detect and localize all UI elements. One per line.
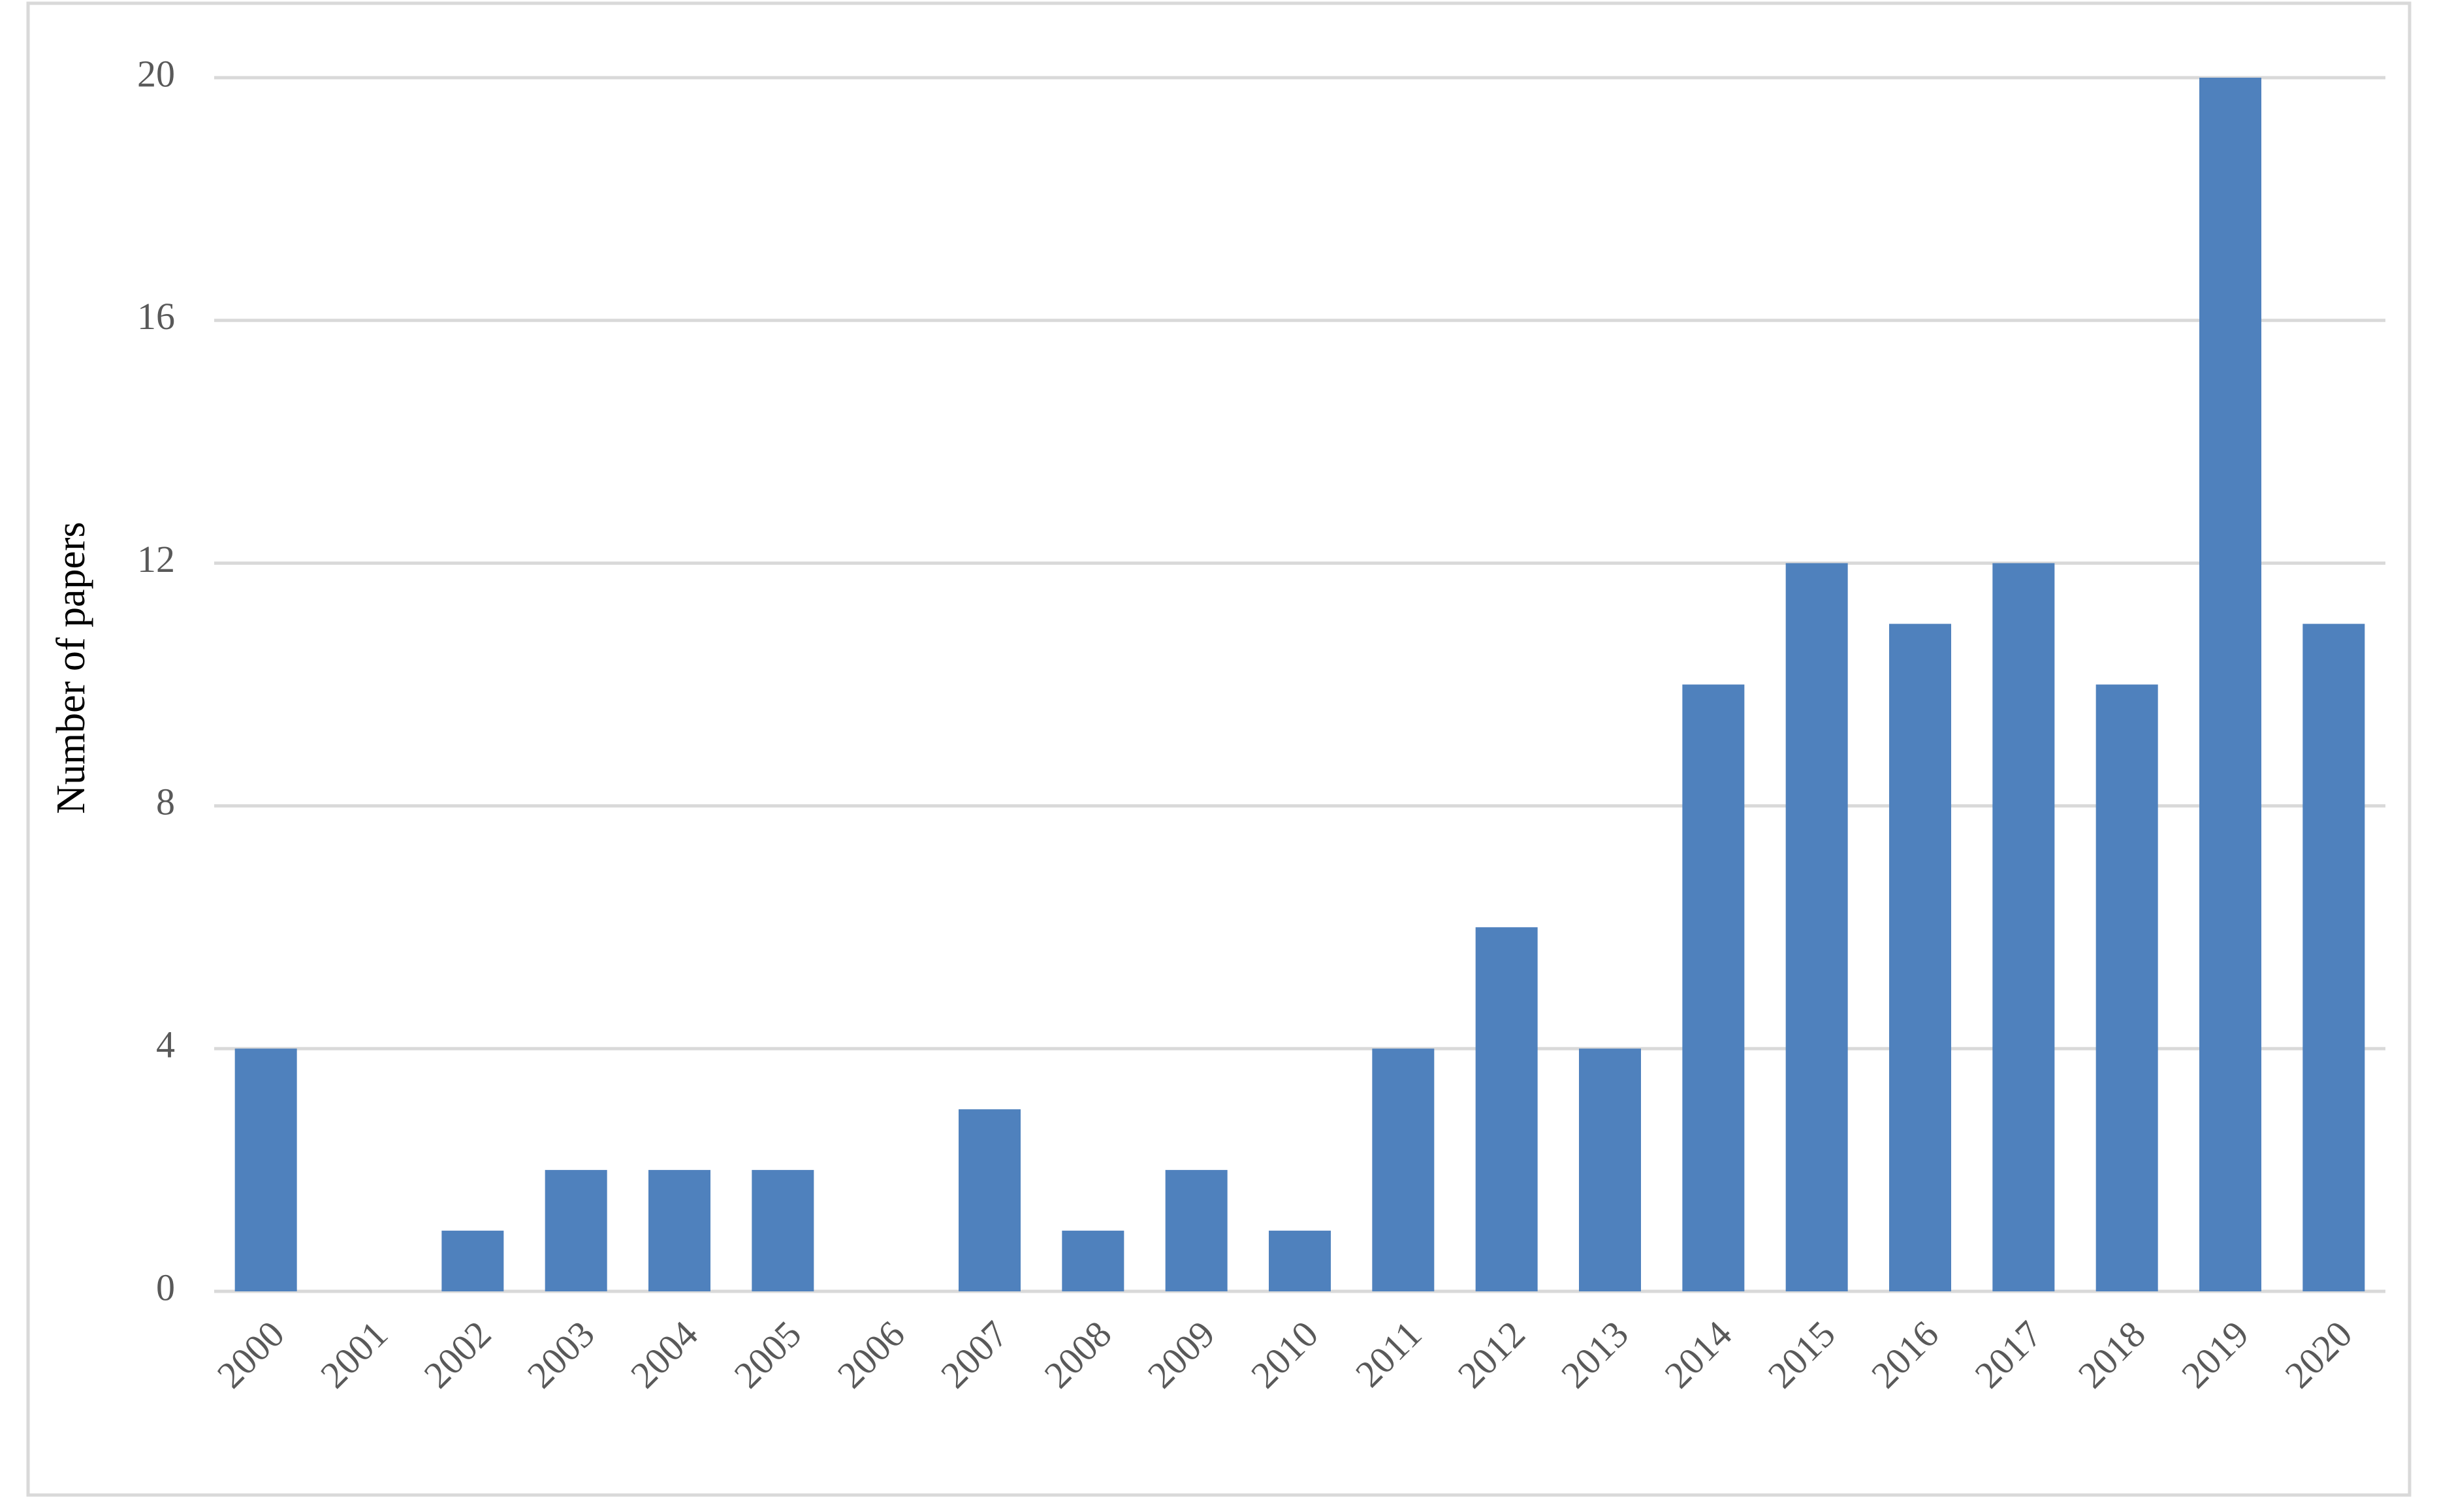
y-axis-title: Number of papers xyxy=(49,522,93,814)
bar xyxy=(234,1048,297,1291)
bar xyxy=(1992,563,2055,1291)
bar xyxy=(545,1170,607,1291)
y-tick-label: 16 xyxy=(137,295,175,338)
y-tick-label: 0 xyxy=(156,1266,175,1308)
bar xyxy=(1165,1170,1228,1291)
bar xyxy=(1269,1231,1331,1291)
bar xyxy=(1682,684,1745,1291)
y-tick-label: 8 xyxy=(156,781,175,823)
bar xyxy=(2199,78,2261,1291)
y-tick-label: 20 xyxy=(137,52,175,95)
bar xyxy=(1785,563,1848,1291)
bar xyxy=(1062,1231,1124,1291)
bar xyxy=(959,1109,1021,1291)
bar xyxy=(648,1170,710,1291)
y-tick-label: 12 xyxy=(137,538,175,580)
y-tick-label: 4 xyxy=(156,1024,175,1066)
bar xyxy=(2095,684,2158,1291)
bar xyxy=(441,1231,504,1291)
bar xyxy=(1889,623,1951,1291)
bar xyxy=(1579,1048,1641,1291)
bar xyxy=(2302,623,2365,1291)
bar xyxy=(752,1170,814,1291)
bar xyxy=(1475,927,1538,1291)
bar xyxy=(1372,1048,1435,1291)
